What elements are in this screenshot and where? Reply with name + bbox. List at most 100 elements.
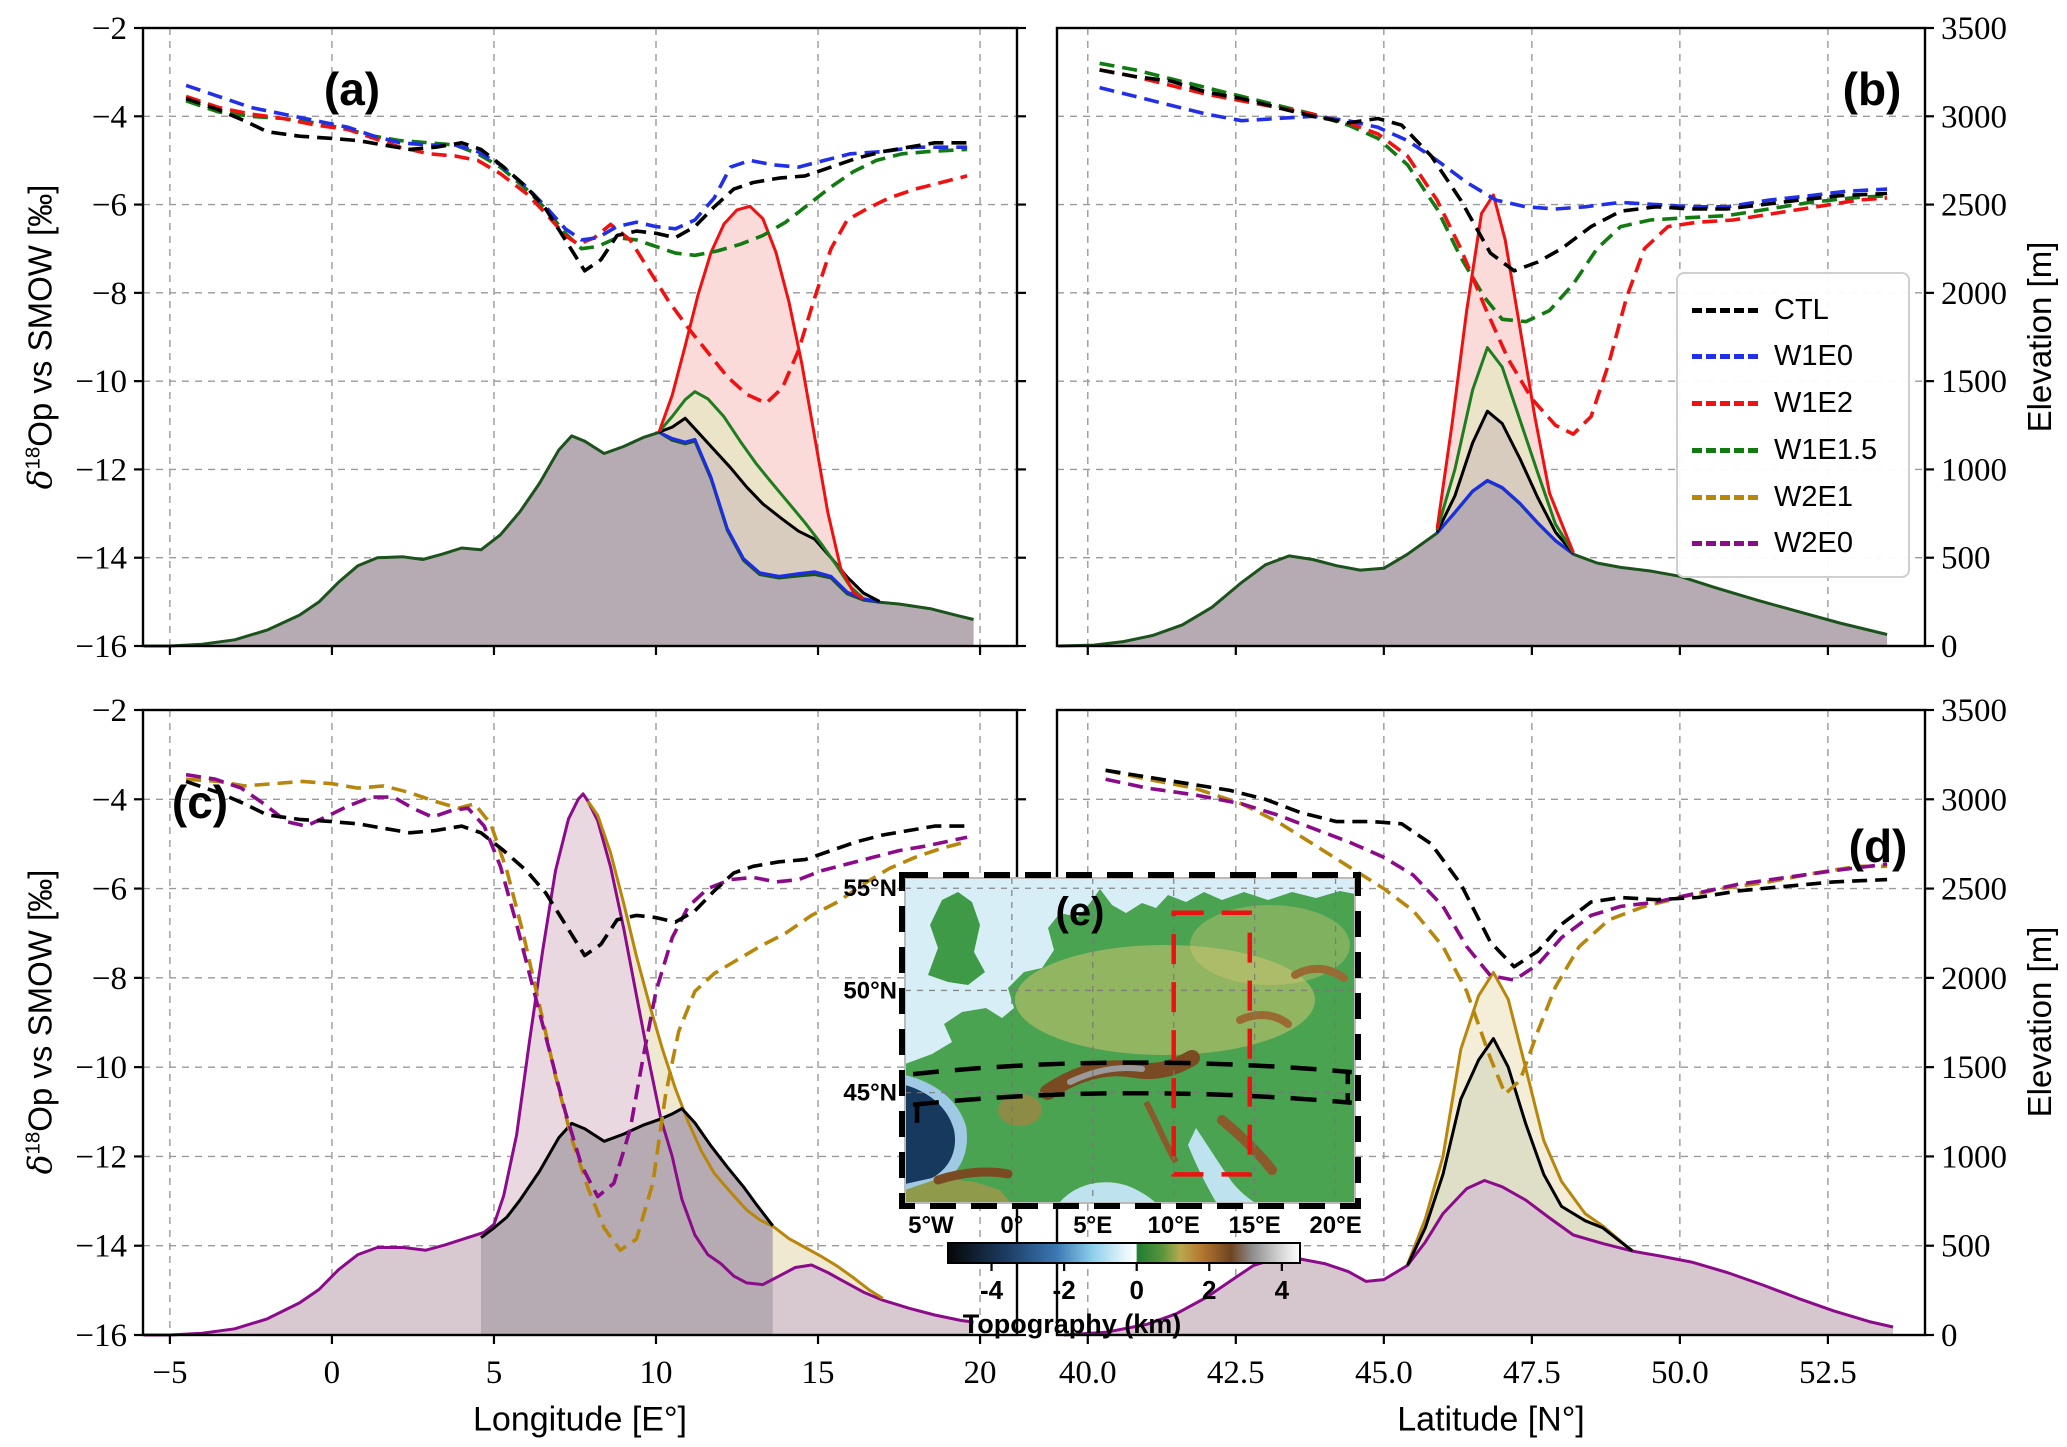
map-band-line — [912, 1090, 1352, 1107]
legend-label: W1E1.5 — [1774, 433, 1878, 466]
elev-tick-label: 3500 — [1941, 693, 2007, 729]
map-lon-label: 5°W — [908, 1212, 954, 1239]
map-pyrenees — [933, 1167, 1013, 1185]
y-tick-label: −12 — [75, 452, 127, 488]
map-lon-label: 5°E — [1073, 1212, 1112, 1239]
legend-swatch-W2E0 — [1692, 541, 1758, 547]
elev-tick-label: 1500 — [1941, 364, 2007, 400]
y-tick-label: −6 — [92, 872, 127, 908]
x-tick-label: 52.5 — [1799, 1355, 1857, 1391]
y-tick-label: −8 — [92, 276, 127, 312]
map-dashed-border — [899, 872, 1361, 1209]
legend-swatch-W1E2 — [1692, 401, 1758, 407]
legend-item-CTL: CTL — [1692, 288, 1896, 332]
y-tick-label: −4 — [92, 782, 127, 818]
panel-c: −5 0 5 10 15 20 −2 −4 −6 −8 −10 −12 −14 −16 (c) — [75, 693, 1026, 1391]
series-CTL — [185, 779, 968, 958]
x-tick-label: 5 — [486, 1355, 503, 1391]
elev-tick-label: 3000 — [1941, 99, 2007, 135]
colorbar-tick-label: -2 — [1053, 1275, 1076, 1305]
panel-b: 0 500 1000 1500 2000 2500 3000 3500 (b) — [1055, 11, 2007, 665]
iso-superscript: 18 — [21, 1131, 45, 1155]
legend-item-W1E2: W1E2 — [1692, 382, 1896, 426]
y-tick-label: −10 — [75, 1050, 127, 1086]
y-tick-label: −16 — [75, 629, 127, 665]
series-gold_topo — [586, 800, 884, 1300]
map-lon-label: 20°E — [1309, 1212, 1361, 1239]
legend-item-W2E1: W2E1 — [1692, 475, 1896, 519]
area-fill — [1437, 411, 1574, 554]
y-tick-label: −2 — [92, 11, 127, 47]
x-tick-label: −5 — [152, 1355, 187, 1391]
map-italy — [1136, 1095, 1214, 1202]
legend-label: W2E1 — [1774, 480, 1853, 513]
y-axis-title-elevation-bottom: Elevation [m] — [2021, 926, 2058, 1118]
map-alps-peaks — [1067, 1065, 1145, 1085]
y-axis-title-elevation-top: Elevation [m] — [2021, 241, 2058, 433]
elev-tick-label: 1000 — [1941, 1139, 2007, 1175]
panel-border — [141, 26, 1019, 648]
series-red_topo — [657, 204, 865, 600]
area-fill — [494, 793, 661, 1228]
x-tick-label: 20 — [964, 1355, 997, 1391]
elev-tick-label: 0 — [1941, 1318, 1958, 1354]
map-gulf-of-lion — [1060, 1182, 1155, 1202]
area-fill — [659, 206, 864, 599]
series-black_topo — [480, 1107, 774, 1239]
y-tick-label: −10 — [75, 364, 127, 400]
series-gold_topo — [1406, 971, 1634, 1266]
panel-letter-d: (d) — [1849, 820, 1908, 872]
iso-label-rest: Op vs SMOW [‰] — [21, 869, 59, 1132]
panel-border — [1055, 26, 1927, 648]
legend-item-W2E0: W2E0 — [1692, 522, 1896, 566]
area-fill — [144, 432, 974, 646]
series-W2E0 — [1105, 777, 1888, 982]
area-fill — [1407, 972, 1633, 1266]
inset-map: 55°N 50°N 45°N 5°W 0° 5°E 10°E 15°E 20°E (e) -4 -2 0… — [843, 872, 1362, 1339]
elev-tick-label: 2000 — [1941, 961, 2007, 997]
elev-tick-label: 3000 — [1941, 782, 2007, 818]
x-tick-label: 0 — [324, 1355, 341, 1391]
y-tick-label: −14 — [75, 541, 127, 577]
elev-tick-label: 500 — [1941, 1229, 1991, 1265]
map-sudetes — [1291, 964, 1348, 982]
y-tick-label: −8 — [92, 961, 127, 997]
map-lon-label: 15°E — [1228, 1212, 1280, 1239]
legend-swatch-W1E1.5 — [1692, 447, 1758, 453]
map-plains — [1190, 905, 1350, 985]
x-tick-label: 50.0 — [1651, 1355, 1709, 1391]
map-lat-label: 45°N — [843, 1080, 897, 1107]
map-adriatic — [1188, 1128, 1254, 1202]
series-CTL — [1099, 68, 1888, 273]
x-tick-label: 42.5 — [1207, 1355, 1265, 1391]
map-plains — [1015, 945, 1315, 1055]
legend: CTL W1E0 W1E2 W1E1.5 W2E1 W2E0 — [1676, 272, 1910, 578]
map-red-box — [1171, 910, 1253, 1177]
y-tick-label: −16 — [75, 1318, 127, 1354]
series-blue_topo — [1435, 478, 1575, 555]
panel-a: −2 −4 −6 −8 −10 −12 −14 −16 (a) — [75, 11, 1026, 665]
map-iberia — [905, 1178, 1010, 1202]
x-axis-title-longitude: Longitude [E°] — [473, 1400, 687, 1439]
panel-letter-c: (c) — [172, 776, 228, 828]
area-fill — [1064, 1180, 1893, 1335]
series-W1E0 — [185, 83, 968, 242]
x-tick-label: 47.5 — [1503, 1355, 1561, 1391]
y-tick-label: −4 — [92, 99, 127, 135]
legend-swatch-CTL — [1692, 307, 1758, 313]
legend-label: W1E2 — [1774, 387, 1853, 420]
colorbar-tick-label: 0 — [1129, 1275, 1143, 1305]
elev-tick-label: 2500 — [1941, 188, 2007, 224]
area-fill — [1058, 480, 1888, 646]
series-green_topo — [658, 390, 865, 600]
colorbar-tick-label: 2 — [1202, 1275, 1216, 1305]
series-W1E1.5 — [1099, 61, 1888, 324]
map-baltic-coast — [1100, 889, 1355, 913]
panel-letter-b: (b) — [1843, 63, 1902, 115]
delta-symbol: δ — [20, 1154, 60, 1175]
elev-tick-label: 3500 — [1941, 11, 2007, 47]
legend-label: W2E0 — [1774, 527, 1853, 560]
map-massif-central — [998, 1094, 1042, 1126]
